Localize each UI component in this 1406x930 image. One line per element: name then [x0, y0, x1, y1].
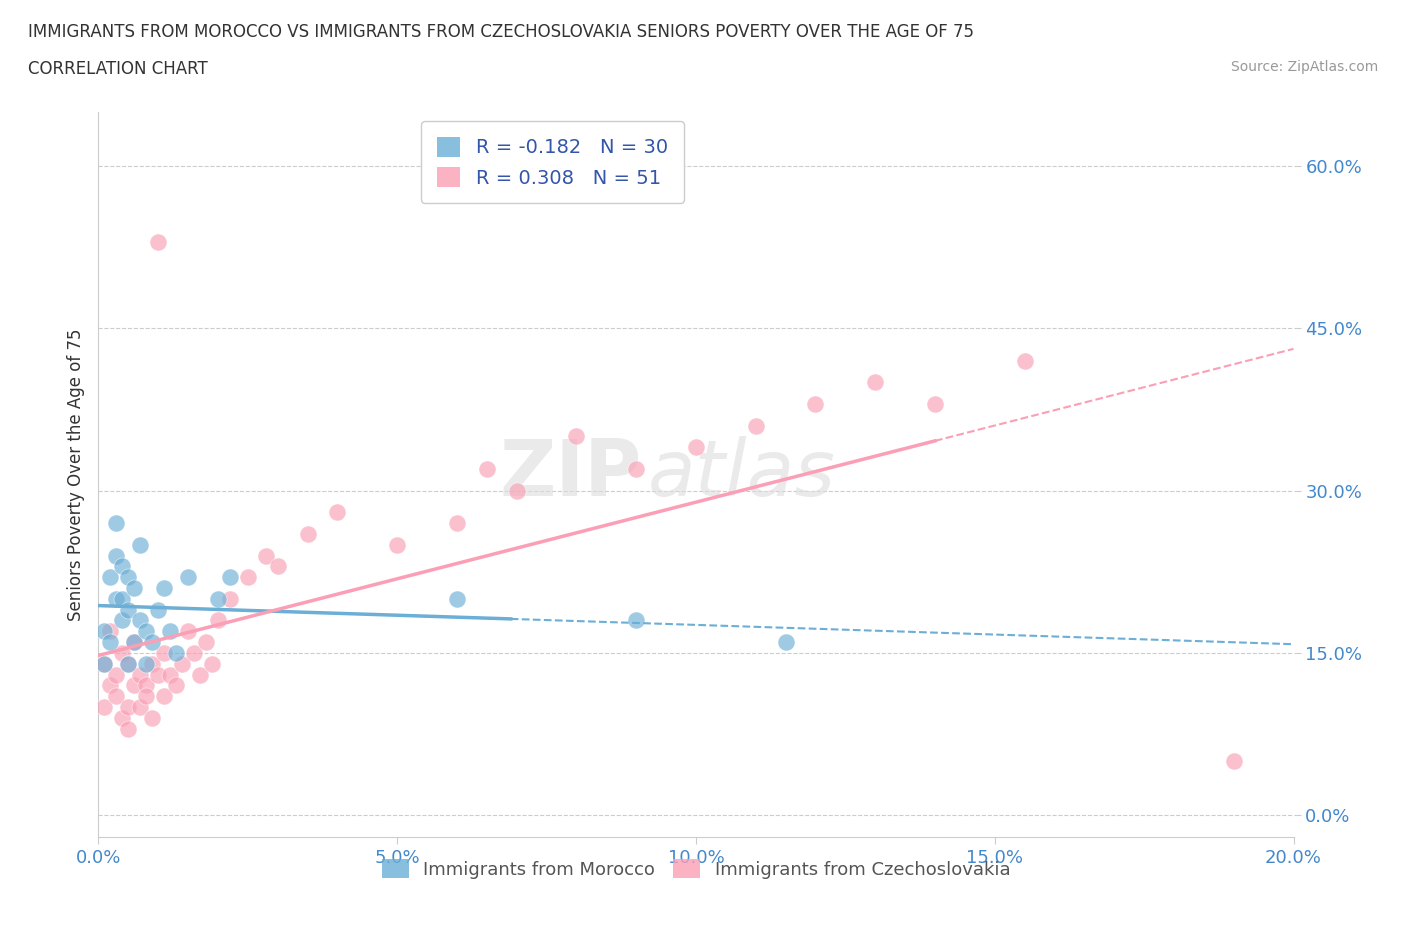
Point [207, 613, 229, 628]
Point [129, 538, 152, 552]
Point [135, 657, 157, 671]
Point [267, 559, 290, 574]
Text: IMMIGRANTS FROM MOROCCO VS IMMIGRANTS FROM CZECHOSLOVAKIA SENIORS POVERTY OVER T: IMMIGRANTS FROM MOROCCO VS IMMIGRANTS FR… [28, 23, 974, 41]
Text: CORRELATION CHART: CORRELATION CHART [28, 60, 208, 78]
Point [804, 396, 827, 411]
Point [326, 505, 349, 520]
Point [165, 678, 187, 693]
Point [219, 570, 242, 585]
Point [117, 657, 139, 671]
Point [297, 526, 319, 541]
Point [177, 570, 200, 585]
Point [195, 634, 218, 649]
Point [93, 624, 115, 639]
Point [446, 591, 468, 606]
Point [93, 657, 115, 671]
Point [236, 570, 259, 585]
Point [105, 591, 128, 606]
Point [565, 429, 588, 444]
Point [129, 667, 152, 682]
Point [148, 667, 170, 682]
Point [506, 483, 529, 498]
Point [159, 667, 181, 682]
Point [117, 699, 139, 714]
Point [105, 689, 128, 704]
Point [924, 396, 946, 411]
Point [98, 624, 122, 639]
Point [124, 634, 146, 649]
Point [254, 548, 277, 563]
Point [685, 440, 707, 455]
Point [183, 645, 205, 660]
Point [117, 603, 139, 618]
Point [117, 722, 139, 737]
Point [165, 645, 187, 660]
Point [141, 634, 163, 649]
Point [105, 515, 128, 530]
Point [475, 461, 498, 476]
Legend: Immigrants from Morocco, Immigrants from Czechoslovakia: Immigrants from Morocco, Immigrants from… [374, 852, 1018, 886]
Point [148, 234, 170, 249]
Point [111, 613, 134, 628]
Text: Source: ZipAtlas.com: Source: ZipAtlas.com [1230, 60, 1378, 74]
Point [172, 657, 194, 671]
Point [159, 624, 181, 639]
Point [129, 613, 152, 628]
Point [153, 645, 176, 660]
Point [153, 689, 176, 704]
Point [135, 624, 157, 639]
Point [98, 678, 122, 693]
Point [129, 699, 152, 714]
Point [219, 591, 242, 606]
Point [626, 461, 648, 476]
Point [385, 538, 409, 552]
Point [153, 580, 176, 595]
Point [188, 667, 211, 682]
Point [111, 645, 134, 660]
Point [93, 657, 115, 671]
Point [148, 603, 170, 618]
Point [105, 667, 128, 682]
Point [124, 678, 146, 693]
Text: atlas: atlas [648, 436, 837, 512]
Point [117, 657, 139, 671]
Point [93, 699, 115, 714]
Point [124, 580, 146, 595]
Y-axis label: Seniors Poverty Over the Age of 75: Seniors Poverty Over the Age of 75 [66, 328, 84, 620]
Point [1223, 754, 1246, 769]
Point [626, 613, 648, 628]
Point [201, 657, 224, 671]
Point [111, 559, 134, 574]
Point [141, 657, 163, 671]
Point [1014, 353, 1036, 368]
Point [446, 515, 468, 530]
Point [111, 591, 134, 606]
Point [775, 634, 797, 649]
Point [98, 570, 122, 585]
Point [177, 624, 200, 639]
Point [141, 711, 163, 725]
Point [865, 375, 887, 390]
Point [117, 570, 139, 585]
Text: ZIP: ZIP [501, 436, 643, 512]
Point [98, 634, 122, 649]
Point [135, 678, 157, 693]
Point [745, 418, 768, 433]
Point [207, 591, 229, 606]
Point [135, 689, 157, 704]
Point [111, 711, 134, 725]
Point [124, 634, 146, 649]
Point [105, 548, 128, 563]
